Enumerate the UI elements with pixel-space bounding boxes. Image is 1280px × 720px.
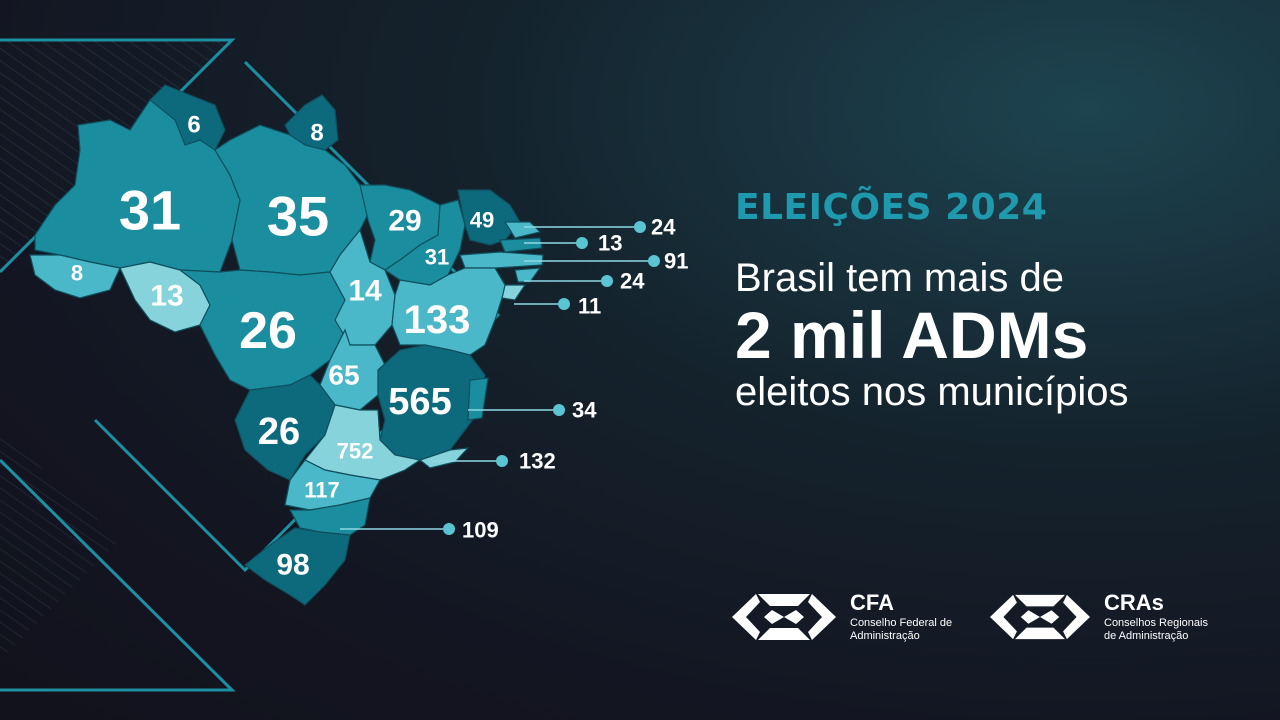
state-count-PA: 35 bbox=[267, 185, 329, 248]
cfa-logo-subtitle-1: Conselho Federal de bbox=[850, 617, 953, 629]
callout-dot-RN bbox=[634, 221, 646, 233]
callout-leaders bbox=[340, 221, 660, 535]
state-PE bbox=[459, 251, 544, 269]
callout-count-PE: 91 bbox=[664, 249, 688, 274]
state-ES bbox=[467, 377, 489, 421]
callout-dot-SE bbox=[558, 298, 570, 310]
state-TO bbox=[329, 228, 396, 346]
state-RN bbox=[503, 221, 542, 239]
state-MS bbox=[234, 374, 336, 481]
callout-count-ES: 34 bbox=[572, 398, 597, 423]
callout-count-RJ: 132 bbox=[519, 449, 556, 474]
state-count-PI: 31 bbox=[425, 245, 449, 270]
headline-line-3: eleitos nos municípios bbox=[735, 370, 1129, 414]
cfa-logo-subtitle-2: Administração bbox=[850, 630, 920, 642]
state-count-AM: 31 bbox=[119, 179, 181, 242]
state-MT bbox=[178, 269, 346, 391]
callout-count-SC: 109 bbox=[462, 518, 499, 543]
state-count-CE: 49 bbox=[470, 208, 494, 233]
callout-dot-RJ bbox=[496, 455, 508, 467]
state-count-MG: 565 bbox=[388, 381, 451, 423]
headline-main: 2 mil ADMs bbox=[735, 298, 1089, 372]
cfa-logo-title: CFA bbox=[850, 590, 894, 615]
cras-logo-icon bbox=[990, 594, 1090, 640]
callout-count-RN: 24 bbox=[651, 215, 676, 240]
state-count-AP: 8 bbox=[310, 120, 323, 147]
state-SE bbox=[501, 284, 527, 301]
callout-dot-ES bbox=[553, 404, 565, 416]
callout-dot-SC bbox=[443, 523, 455, 535]
state-count-MA: 29 bbox=[388, 205, 421, 238]
cras-logo-subtitle-1: Conselhos Regionais bbox=[1104, 617, 1208, 629]
cras-logo-title: CRAs bbox=[1104, 590, 1164, 615]
callout-count-PB: 13 bbox=[598, 231, 622, 256]
state-RJ bbox=[418, 447, 470, 469]
state-RS bbox=[244, 527, 351, 606]
state-PR bbox=[284, 459, 381, 511]
state-count-PR: 117 bbox=[304, 478, 340, 503]
state-BA bbox=[391, 267, 506, 356]
callout-count-SE: 11 bbox=[578, 294, 601, 319]
state-count-RS: 98 bbox=[276, 549, 309, 582]
state-count-MS: 26 bbox=[258, 411, 300, 453]
state-count-BA: 133 bbox=[404, 298, 471, 342]
state-MG bbox=[377, 344, 486, 461]
stripe-panel-bottom bbox=[0, 430, 120, 660]
eyebrow-title: ELEIÇÕES 2024 bbox=[735, 187, 1048, 228]
state-count-RO: 13 bbox=[150, 280, 183, 313]
state-RR bbox=[149, 84, 226, 151]
state-count-RR: 6 bbox=[187, 112, 200, 139]
state-AC bbox=[29, 254, 121, 299]
state-PB bbox=[499, 237, 543, 253]
state-count-AC: 8 bbox=[71, 261, 83, 286]
cfa-logo-icon bbox=[732, 594, 836, 640]
callout-count-AL: 24 bbox=[620, 269, 645, 294]
cfa-logo: CFA Conselho Federal de Administração bbox=[732, 590, 952, 644]
state-count-GO: 65 bbox=[328, 360, 359, 391]
callout-dot-PB bbox=[576, 237, 588, 249]
headline-block: ELEIÇÕES 2024 Brasil tem mais de 2 mil A… bbox=[735, 187, 1255, 415]
state-AL bbox=[514, 267, 542, 283]
state-count-MT: 26 bbox=[239, 302, 297, 360]
state-count-SP: 752 bbox=[337, 439, 374, 464]
callout-dot-PE bbox=[648, 255, 660, 267]
brazil-map bbox=[29, 84, 544, 606]
state-count-TO: 14 bbox=[348, 275, 382, 308]
callout-dot-AL bbox=[601, 275, 613, 287]
cras-logo-subtitle-2: de Administração bbox=[1104, 630, 1189, 642]
cras-logo: CRAs Conselhos Regionais de Administraçã… bbox=[990, 590, 1208, 644]
headline-line-1: Brasil tem mais de bbox=[735, 256, 1064, 300]
